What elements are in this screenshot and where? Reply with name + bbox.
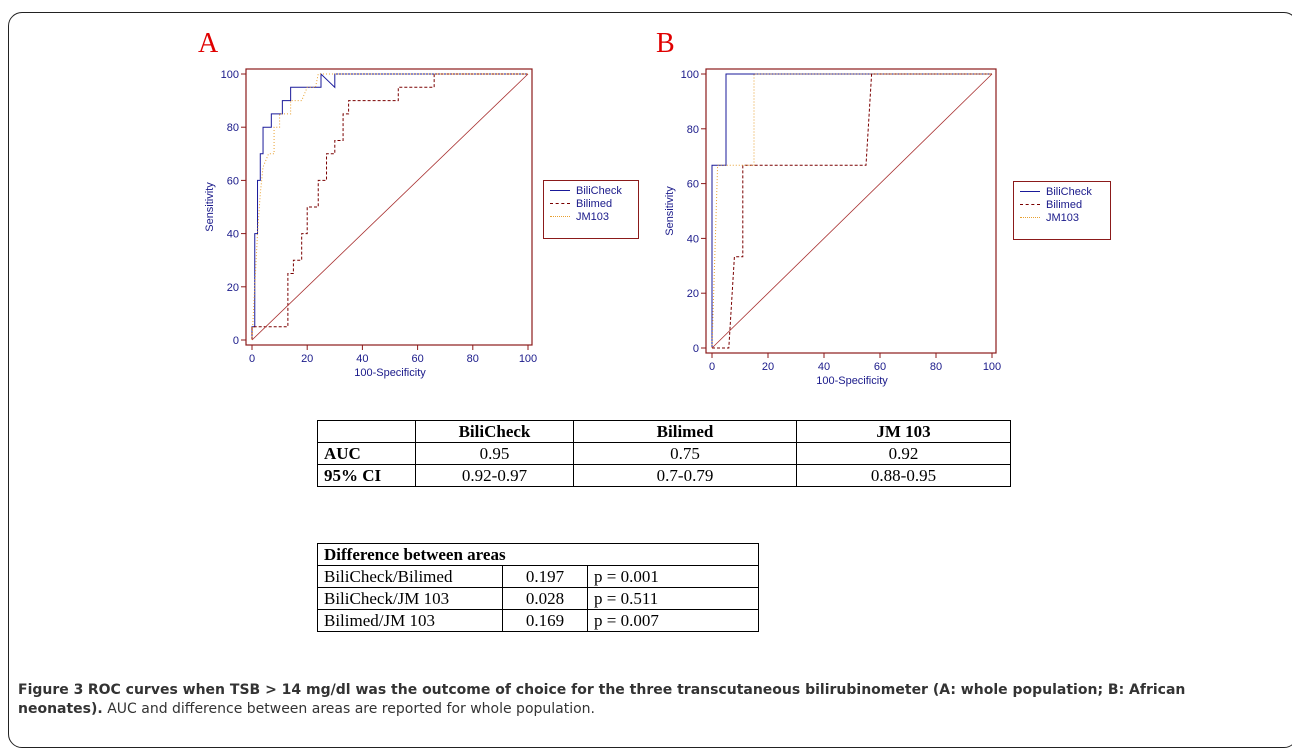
roc-chart-b: 0 20 40 60 80 100 0 20 40 60 80 100 100-Specificity S… [664, 68, 1001, 387]
caption-title: ROC curves when TSB > 14 mg/dl was the o… [18, 682, 1186, 717]
x-axis-title: 100-Specificity [354, 367, 426, 379]
auc-header-cell: BiliCheck [415, 420, 574, 443]
legend-label: Bilimed [576, 197, 613, 210]
legend-chart-b: BiliCheck Bilimed JM103 [1013, 181, 1111, 240]
x-tick-label: 80 [930, 361, 942, 373]
y-tick-label: 100 [221, 69, 239, 81]
x-tick-label: 100 [983, 361, 1001, 373]
difference-table-title-row: Difference between areas [317, 543, 759, 566]
y-tick-label: 40 [687, 233, 699, 245]
y-axis-title: Sensitivity [664, 186, 676, 236]
legend-chart-a: BiliCheck Bilimed JM103 [543, 180, 639, 239]
difference-table-row: Bilimed/JM 103 0.169 p = 0.007 [317, 609, 759, 632]
y-tick-label: 0 [693, 343, 699, 355]
legend-item: BiliCheck [1020, 185, 1104, 198]
series-line-jm103 [711, 73, 992, 349]
difference-table-title: Difference between areas [317, 543, 759, 566]
difference-p-value: p = 0.001 [587, 565, 759, 588]
x-tick-label: 80 [467, 353, 479, 365]
y-tick-label: 20 [227, 282, 239, 294]
difference-p-value: p = 0.511 [587, 587, 759, 610]
x-tick-label: 0 [709, 361, 715, 373]
series-line-bilimed [712, 73, 992, 349]
y-tick-label: 60 [687, 179, 699, 191]
plot-frame [705, 68, 997, 354]
legend-label: JM103 [1046, 211, 1080, 224]
caption-label: Figure 3 [18, 682, 84, 698]
y-tick-label: 20 [687, 288, 699, 300]
caption-text: AUC and difference between areas are rep… [107, 701, 595, 717]
series-line-bilimed [251, 73, 528, 340]
x-tick-label: 60 [874, 361, 886, 373]
legend-swatch [1020, 191, 1040, 192]
auc-cell: 0.88-0.95 [796, 464, 1011, 487]
y-tick-label: 40 [227, 229, 239, 241]
legend-swatch [550, 190, 570, 191]
x-tick-label: 60 [411, 353, 423, 365]
x-tick-label: 100 [519, 353, 537, 365]
legend-swatch [550, 203, 570, 204]
auc-table: BiliCheck Bilimed JM 103 AUC 0.95 0.75 0… [317, 420, 1011, 487]
roc-chart-a: 0 20 40 60 80 100 0 20 40 60 80 100 100-Specificity S… [204, 68, 537, 379]
legend-item: JM103 [1020, 211, 1104, 224]
y-tick-label: 80 [227, 122, 239, 134]
auc-cell: 0.95 [415, 442, 574, 465]
auc-row-label: AUC [317, 442, 416, 465]
x-tick-label: 20 [762, 361, 774, 373]
series-line-bilicheck [711, 73, 992, 348]
legend-item: Bilimed [550, 197, 632, 210]
legend-label: Bilimed [1046, 198, 1083, 211]
y-axis-title: Sensitivity [204, 182, 216, 232]
panel-label-a: A [198, 28, 219, 59]
x-tick-label: 0 [249, 353, 255, 365]
auc-table-header-row: BiliCheck Bilimed JM 103 [317, 420, 1011, 443]
difference-value: 0.028 [502, 587, 588, 610]
figure-caption: Figure 3 ROC curves when TSB > 14 mg/dl … [18, 681, 1218, 719]
y-tick-label: 100 [681, 69, 699, 81]
legend-label: BiliCheck [576, 184, 622, 197]
series-line-bilicheck [251, 72, 528, 340]
difference-table: Difference between areas BiliCheck/Bilim… [317, 543, 759, 632]
auc-header-cell: Bilimed [573, 420, 797, 443]
y-tick-label: 60 [227, 175, 239, 187]
x-tick-label: 40 [356, 353, 368, 365]
difference-pair: BiliCheck/JM 103 [317, 587, 503, 610]
difference-table-row: BiliCheck/JM 103 0.028 p = 0.511 [317, 587, 759, 610]
difference-table-row: BiliCheck/Bilimed 0.197 p = 0.001 [317, 565, 759, 588]
legend-label: JM103 [576, 210, 610, 223]
difference-pair: BiliCheck/Bilimed [317, 565, 503, 588]
difference-p-value: p = 0.007 [587, 609, 759, 632]
auc-cell: 0.7-0.79 [573, 464, 797, 487]
x-tick-label: 40 [818, 361, 830, 373]
x-tick-label: 20 [301, 353, 313, 365]
legend-item: BiliCheck [550, 184, 632, 197]
legend-swatch [550, 216, 570, 217]
legend-swatch [1020, 217, 1040, 218]
difference-value: 0.197 [502, 565, 588, 588]
series-line-jm103 [251, 73, 528, 341]
auc-header-cell [317, 420, 416, 443]
auc-cell: 0.92 [796, 442, 1011, 465]
legend-swatch [1020, 204, 1040, 205]
panel-label-b: B [656, 28, 675, 59]
y-tick-label: 0 [233, 335, 239, 347]
legend-item: Bilimed [1020, 198, 1104, 211]
auc-cell: 0.75 [573, 442, 797, 465]
difference-pair: Bilimed/JM 103 [317, 609, 503, 632]
legend-label: BiliCheck [1046, 185, 1092, 198]
reference-diagonal [251, 73, 529, 341]
auc-cell: 0.92-0.97 [415, 464, 574, 487]
auc-row-label: 95% CI [317, 464, 416, 487]
legend-item: JM103 [550, 210, 632, 223]
auc-table-row: 95% CI 0.92-0.97 0.7-0.79 0.88-0.95 [317, 464, 1011, 487]
x-axis-title: 100-Specificity [816, 375, 888, 387]
difference-value: 0.169 [502, 609, 588, 632]
auc-header-cell: JM 103 [796, 420, 1011, 443]
plot-frame [245, 68, 533, 346]
auc-table-row: AUC 0.95 0.75 0.92 [317, 442, 1011, 465]
reference-diagonal [711, 73, 993, 349]
y-tick-label: 80 [687, 124, 699, 136]
